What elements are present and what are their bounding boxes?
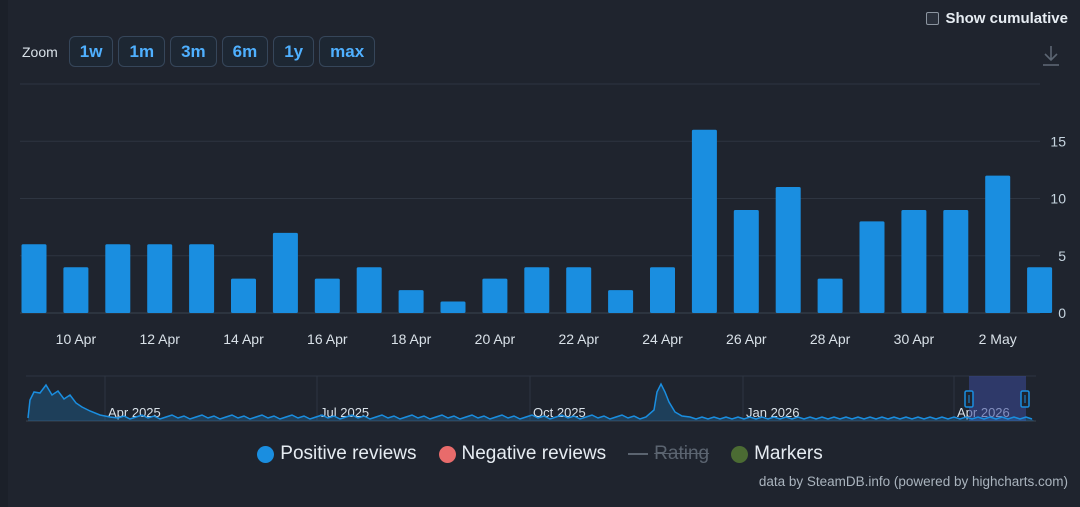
bar-positive-reviews[interactable]	[105, 244, 131, 313]
y-axis-ticks: 0 5 10 15	[1050, 133, 1066, 321]
chart-canvas: 10 Apr 12 Apr 14 Apr 16 Apr 18 Apr 20 Apr 22 A…	[20, 83, 1066, 422]
zoom-max-button[interactable]: max	[319, 36, 376, 67]
bar-positive-reviews[interactable]	[608, 290, 634, 313]
x-tick-label: 20 Apr	[475, 331, 516, 347]
zoom-label: Zoom	[22, 43, 58, 60]
bar-positive-reviews[interactable]	[314, 278, 340, 313]
chart-credits[interactable]: data by SteamDB.info (powered by highcha…	[758, 474, 1068, 489]
bar-positive-reviews[interactable]	[985, 175, 1011, 313]
zoom-1m-button[interactable]: 1m	[118, 36, 166, 67]
bar-positive-reviews[interactable]	[189, 244, 215, 313]
zoom-1y-button[interactable]: 1y	[273, 36, 315, 67]
x-tick-label: 14 Apr	[223, 331, 264, 347]
bar-positive-reviews[interactable]	[817, 278, 843, 313]
x-tick-label: 12 Apr	[139, 331, 180, 347]
legend-markers-dot	[731, 445, 749, 463]
legend-markers[interactable]: Markers	[731, 443, 823, 465]
zoom-3m-button[interactable]: 3m	[170, 36, 217, 67]
x-tick-label: 18 Apr	[391, 331, 432, 347]
legend-rating[interactable]: Rating	[628, 443, 709, 465]
bar-positive-reviews[interactable]	[398, 290, 424, 313]
x-axis-ticks: 10 Apr 12 Apr 14 Apr 16 Apr 18 Apr 20 Apr 22 A…	[56, 331, 1017, 347]
navigator-selected-range[interactable]	[969, 376, 1026, 421]
bar-positive-reviews[interactable]	[356, 267, 382, 313]
legend-rating-line	[628, 453, 649, 455]
download-icon[interactable]	[1040, 44, 1062, 68]
bar-positive-reviews[interactable]	[524, 267, 550, 313]
legend-positive-dot	[257, 445, 275, 463]
bar-positive-reviews[interactable]	[440, 301, 466, 313]
y-tick-label: 15	[1050, 133, 1066, 149]
zoom-controls: Zoom 1w 1m 3m 6m 1y max	[22, 36, 376, 67]
y-tick-label: 10	[1050, 191, 1066, 207]
bar-positive-reviews[interactable]	[482, 278, 508, 313]
legend-positive-reviews[interactable]: Positive reviews	[257, 443, 417, 465]
bar-positive-reviews[interactable]	[21, 244, 47, 313]
x-tick-label: 2 May	[979, 331, 1017, 347]
cumulative-label: Show cumulative	[945, 10, 1068, 27]
zoom-1w-button[interactable]: 1w	[68, 36, 114, 67]
legend-rating-label: Rating	[654, 443, 710, 464]
x-tick-label: 24 Apr	[642, 331, 683, 347]
legend-negative-dot	[438, 445, 456, 463]
x-tick-label: 10 Apr	[56, 331, 97, 347]
legend: Positive reviews Negative reviews Rating…	[0, 443, 1080, 465]
x-tick-label: 28 Apr	[810, 331, 851, 347]
bar-positive-reviews[interactable]	[147, 244, 173, 313]
legend-negative-reviews[interactable]: Negative reviews	[438, 443, 607, 465]
bar-positive-reviews[interactable]	[231, 278, 256, 313]
legend-positive-label: Positive reviews	[280, 443, 417, 464]
legend-markers-label: Markers	[754, 443, 823, 464]
x-tick-label: 26 Apr	[726, 331, 767, 347]
bar-positive-reviews[interactable]	[691, 129, 717, 313]
legend-negative-label: Negative reviews	[461, 443, 607, 464]
bar-positive-reviews[interactable]	[775, 187, 801, 313]
y-tick-label: 0	[1058, 305, 1066, 321]
x-tick-label: 22 Apr	[558, 331, 599, 347]
x-tick-label: 16 Apr	[307, 331, 348, 347]
bar-positive-reviews[interactable]	[733, 209, 759, 313]
bar-positive-reviews[interactable]	[566, 267, 592, 313]
cumulative-checkbox[interactable]	[926, 12, 940, 25]
bar-positive-reviews[interactable]	[859, 221, 885, 313]
navigator-series-line	[27, 382, 1033, 420]
bar-positive-reviews[interactable]	[1027, 267, 1053, 313]
bar-positive-reviews[interactable]	[272, 232, 298, 313]
y-tick-label: 5	[1058, 248, 1066, 264]
bar-positive-reviews[interactable]	[943, 209, 969, 313]
bar-positive-reviews[interactable]	[650, 267, 675, 313]
positive-reviews-bars	[21, 129, 1053, 313]
zoom-6m-button[interactable]: 6m	[221, 36, 269, 67]
navigator-label: Jan 2026	[746, 405, 800, 420]
x-tick-label: 30 Apr	[894, 331, 935, 347]
show-cumulative-toggle[interactable]: Show cumulative	[926, 10, 1068, 27]
bar-positive-reviews[interactable]	[63, 267, 89, 313]
bar-positive-reviews[interactable]	[901, 209, 927, 313]
